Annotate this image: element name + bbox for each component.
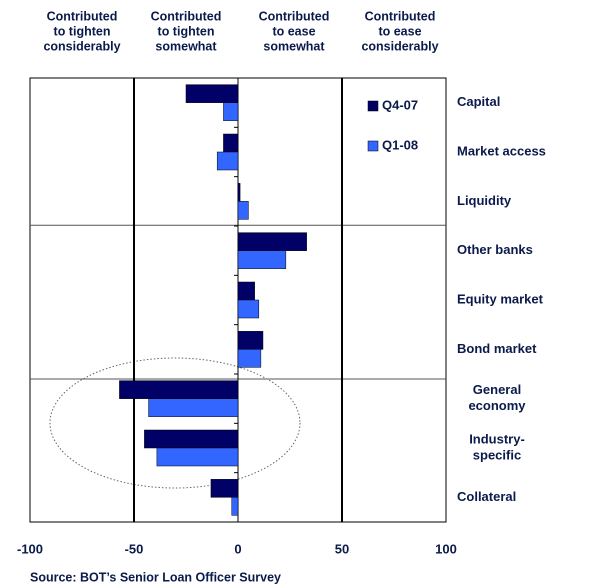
x-tick-label: 100 <box>435 541 457 556</box>
x-tick-label: -100 <box>17 541 43 556</box>
category-label: Industry- <box>469 431 525 446</box>
bar <box>237 250 287 269</box>
bar <box>237 349 262 368</box>
bar <box>144 429 239 449</box>
bar <box>119 380 239 399</box>
x-tick-label: 0 <box>234 541 241 556</box>
legend-label: Q1-08 <box>382 137 418 152</box>
category-label: Bond market <box>457 341 537 356</box>
bar <box>148 398 239 417</box>
category-label: specific <box>473 447 521 462</box>
category-label: Collateral <box>457 489 516 504</box>
column-header: Contributed <box>259 9 330 23</box>
column-header: considerably <box>43 39 120 53</box>
bar <box>185 84 239 103</box>
bar <box>210 479 239 498</box>
column-header: to ease <box>272 24 315 38</box>
category-label: economy <box>468 398 526 413</box>
bar <box>237 281 255 301</box>
bar <box>223 102 239 121</box>
source: Source: BOT’s Senior Loan Officer Survey <box>30 570 281 584</box>
legend-swatch <box>367 140 379 152</box>
x-tick-label: 50 <box>335 541 349 556</box>
bar <box>237 201 249 220</box>
bar <box>237 232 307 251</box>
legend-label: Q4-07 <box>382 97 418 112</box>
column-header: somewhat <box>263 39 325 53</box>
column-header: considerably <box>361 39 438 53</box>
bar <box>223 133 239 153</box>
category-label: Other banks <box>457 242 533 257</box>
bar <box>231 497 239 516</box>
column-header: Contributed <box>365 9 436 23</box>
column-header: somewhat <box>155 39 217 53</box>
x-tick-label: -50 <box>125 541 144 556</box>
category-label: Liquidity <box>457 193 512 208</box>
category-label: Equity market <box>457 291 544 306</box>
category-label: Capital <box>457 94 500 109</box>
column-header: to ease <box>378 24 421 38</box>
bar <box>216 151 239 171</box>
legend-swatch <box>367 100 379 112</box>
column-header: to tighten <box>54 24 111 38</box>
bar <box>156 447 239 467</box>
column-header: Contributed <box>151 9 222 23</box>
bar <box>237 331 264 350</box>
column-header: Contributed <box>47 9 118 23</box>
category-label: General <box>473 382 521 397</box>
bar <box>237 299 260 319</box>
column-header: to tighten <box>158 24 215 38</box>
highlight-ellipse <box>49 357 301 489</box>
bar <box>237 183 241 202</box>
category-label: Market access <box>457 143 546 158</box>
